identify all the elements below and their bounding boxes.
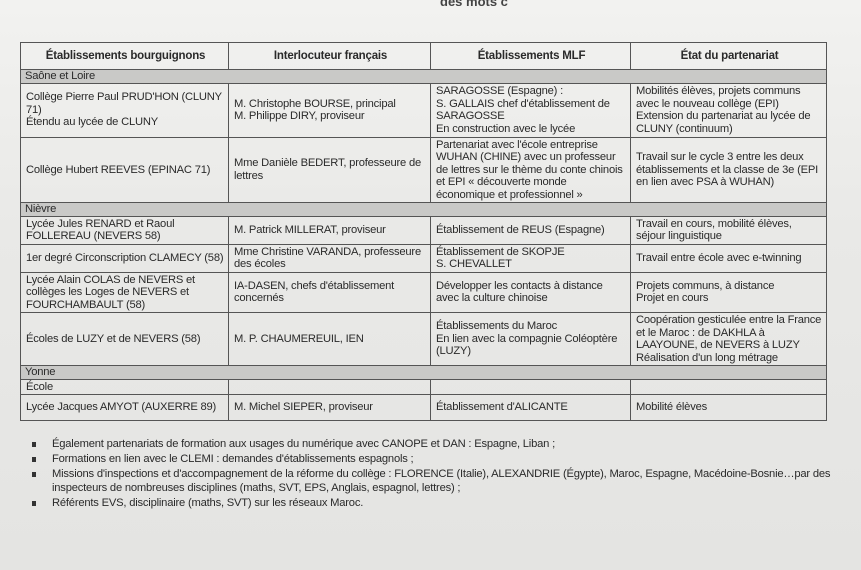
region-label: Nièvre: [20, 202, 827, 217]
cut-off-heading: des mots c: [440, 0, 508, 9]
bullet-item: Également partenariats de formation aux …: [30, 437, 850, 451]
table-row: 1er degré Circonscription CLAMECY (58) Mm…: [20, 243, 827, 273]
table-row: Lycée Jacques AMYOT (AUXERRE 89) M. Miche…: [20, 394, 827, 421]
table-cell: Lycée Alain COLAS de NEVERS et collèges …: [20, 271, 229, 313]
table-cell: SARAGOSSE (Espagne) : S. GALLAIS chef d'…: [430, 82, 631, 138]
header-cell: État du partenariat: [630, 42, 827, 70]
table-cell: [630, 378, 827, 395]
table-cell: Établissement de SKOPJE S. CHEVALLET: [430, 243, 631, 273]
table-cell: Collège Hubert REEVES (EPINAC 71): [20, 136, 229, 203]
table-cell: M. Christophe BOURSE, principal M. Phili…: [228, 82, 431, 138]
table-cell: Partenariat avec l'école entreprise WUHA…: [430, 136, 631, 203]
table-cell: Collège Pierre Paul PRUD'HON (CLUNY 71) …: [20, 82, 229, 138]
table-cell: Travail sur le cycle 3 entre les deux ét…: [630, 136, 827, 203]
table-cell: M. P. CHAUMEREUIL, IEN: [228, 312, 431, 366]
table-cell: Établissements du Maroc En lien avec la …: [430, 312, 631, 366]
header-cell: Établissements bourguignons: [20, 42, 229, 70]
table-cell: [430, 378, 631, 395]
bullet-item: Missions d'inspections et d'accompagneme…: [30, 467, 850, 495]
region-row: Yonne: [20, 365, 827, 380]
table-cell: Mme Christine VARANDA, professeure des é…: [228, 243, 431, 273]
bullet-item: Formations en lien avec le CLEMI : deman…: [30, 452, 850, 466]
table-cell: Écoles de LUZY et de NEVERS (58): [20, 312, 229, 366]
region-label: Saône et Loire: [20, 69, 827, 84]
table-row: Collège Hubert REEVES (EPINAC 71) Mme Dan…: [20, 136, 827, 203]
region-row: Nièvre: [20, 202, 827, 217]
bullet-list: Également partenariats de formation aux …: [30, 437, 850, 511]
table-cell: Développer les contacts à distance avec …: [430, 271, 631, 313]
table-cell: Coopération gesticulée entre la France e…: [630, 312, 827, 366]
header-cell: Établissements MLF: [430, 42, 631, 70]
table-cell: Travail entre école avec e-twinning: [630, 243, 827, 273]
table-cell: Établissement d'ALICANTE: [430, 394, 631, 421]
table-cell: 1er degré Circonscription CLAMECY (58): [20, 243, 229, 273]
table-row: Écoles de LUZY et de NEVERS (58) M. P. CH…: [20, 312, 827, 366]
region-row: Saône et Loire: [20, 69, 827, 84]
bullet-item: Référents EVS, disciplinaire (maths, SVT…: [30, 496, 850, 510]
table-cell: Mme Danièle BEDERT, professeure de lettr…: [228, 136, 431, 203]
region-label: Yonne: [20, 365, 827, 380]
table-cell: Travail en cours, mobilité élèves, séjou…: [630, 215, 827, 245]
table-row: Lycée Alain COLAS de NEVERS et collèges …: [20, 271, 827, 313]
table-cell: Lycée Jules RENARD et Raoul FOLLEREAU (N…: [20, 215, 229, 245]
table-header-row: Établissements bourguignons Interlocuteu…: [20, 42, 827, 70]
table-row: Lycée Jules RENARD et Raoul FOLLEREAU (N…: [20, 215, 827, 245]
table-cell: Projets communs, à distance Projet en co…: [630, 271, 827, 313]
partnership-table: Établissements bourguignons Interlocuteu…: [20, 42, 827, 421]
table-row: Collège Pierre Paul PRUD'HON (CLUNY 71) …: [20, 82, 827, 138]
table-cell: Lycée Jacques AMYOT (AUXERRE 89): [20, 394, 229, 421]
header-cell: Interlocuteur français: [228, 42, 431, 70]
table-row: École: [20, 378, 827, 395]
table-cell: Mobilité élèves: [630, 394, 827, 421]
table-cell: M. Patrick MILLERAT, proviseur: [228, 215, 431, 245]
table-cell: École: [20, 378, 229, 395]
table-cell: Établissement de REUS (Espagne): [430, 215, 631, 245]
table-cell: Mobilités élèves, projets communs avec l…: [630, 82, 827, 138]
table-cell: IA-DASEN, chefs d'établissement concerné…: [228, 271, 431, 313]
table-cell: [228, 378, 431, 395]
table-cell: M. Michel SIEPER, proviseur: [228, 394, 431, 421]
